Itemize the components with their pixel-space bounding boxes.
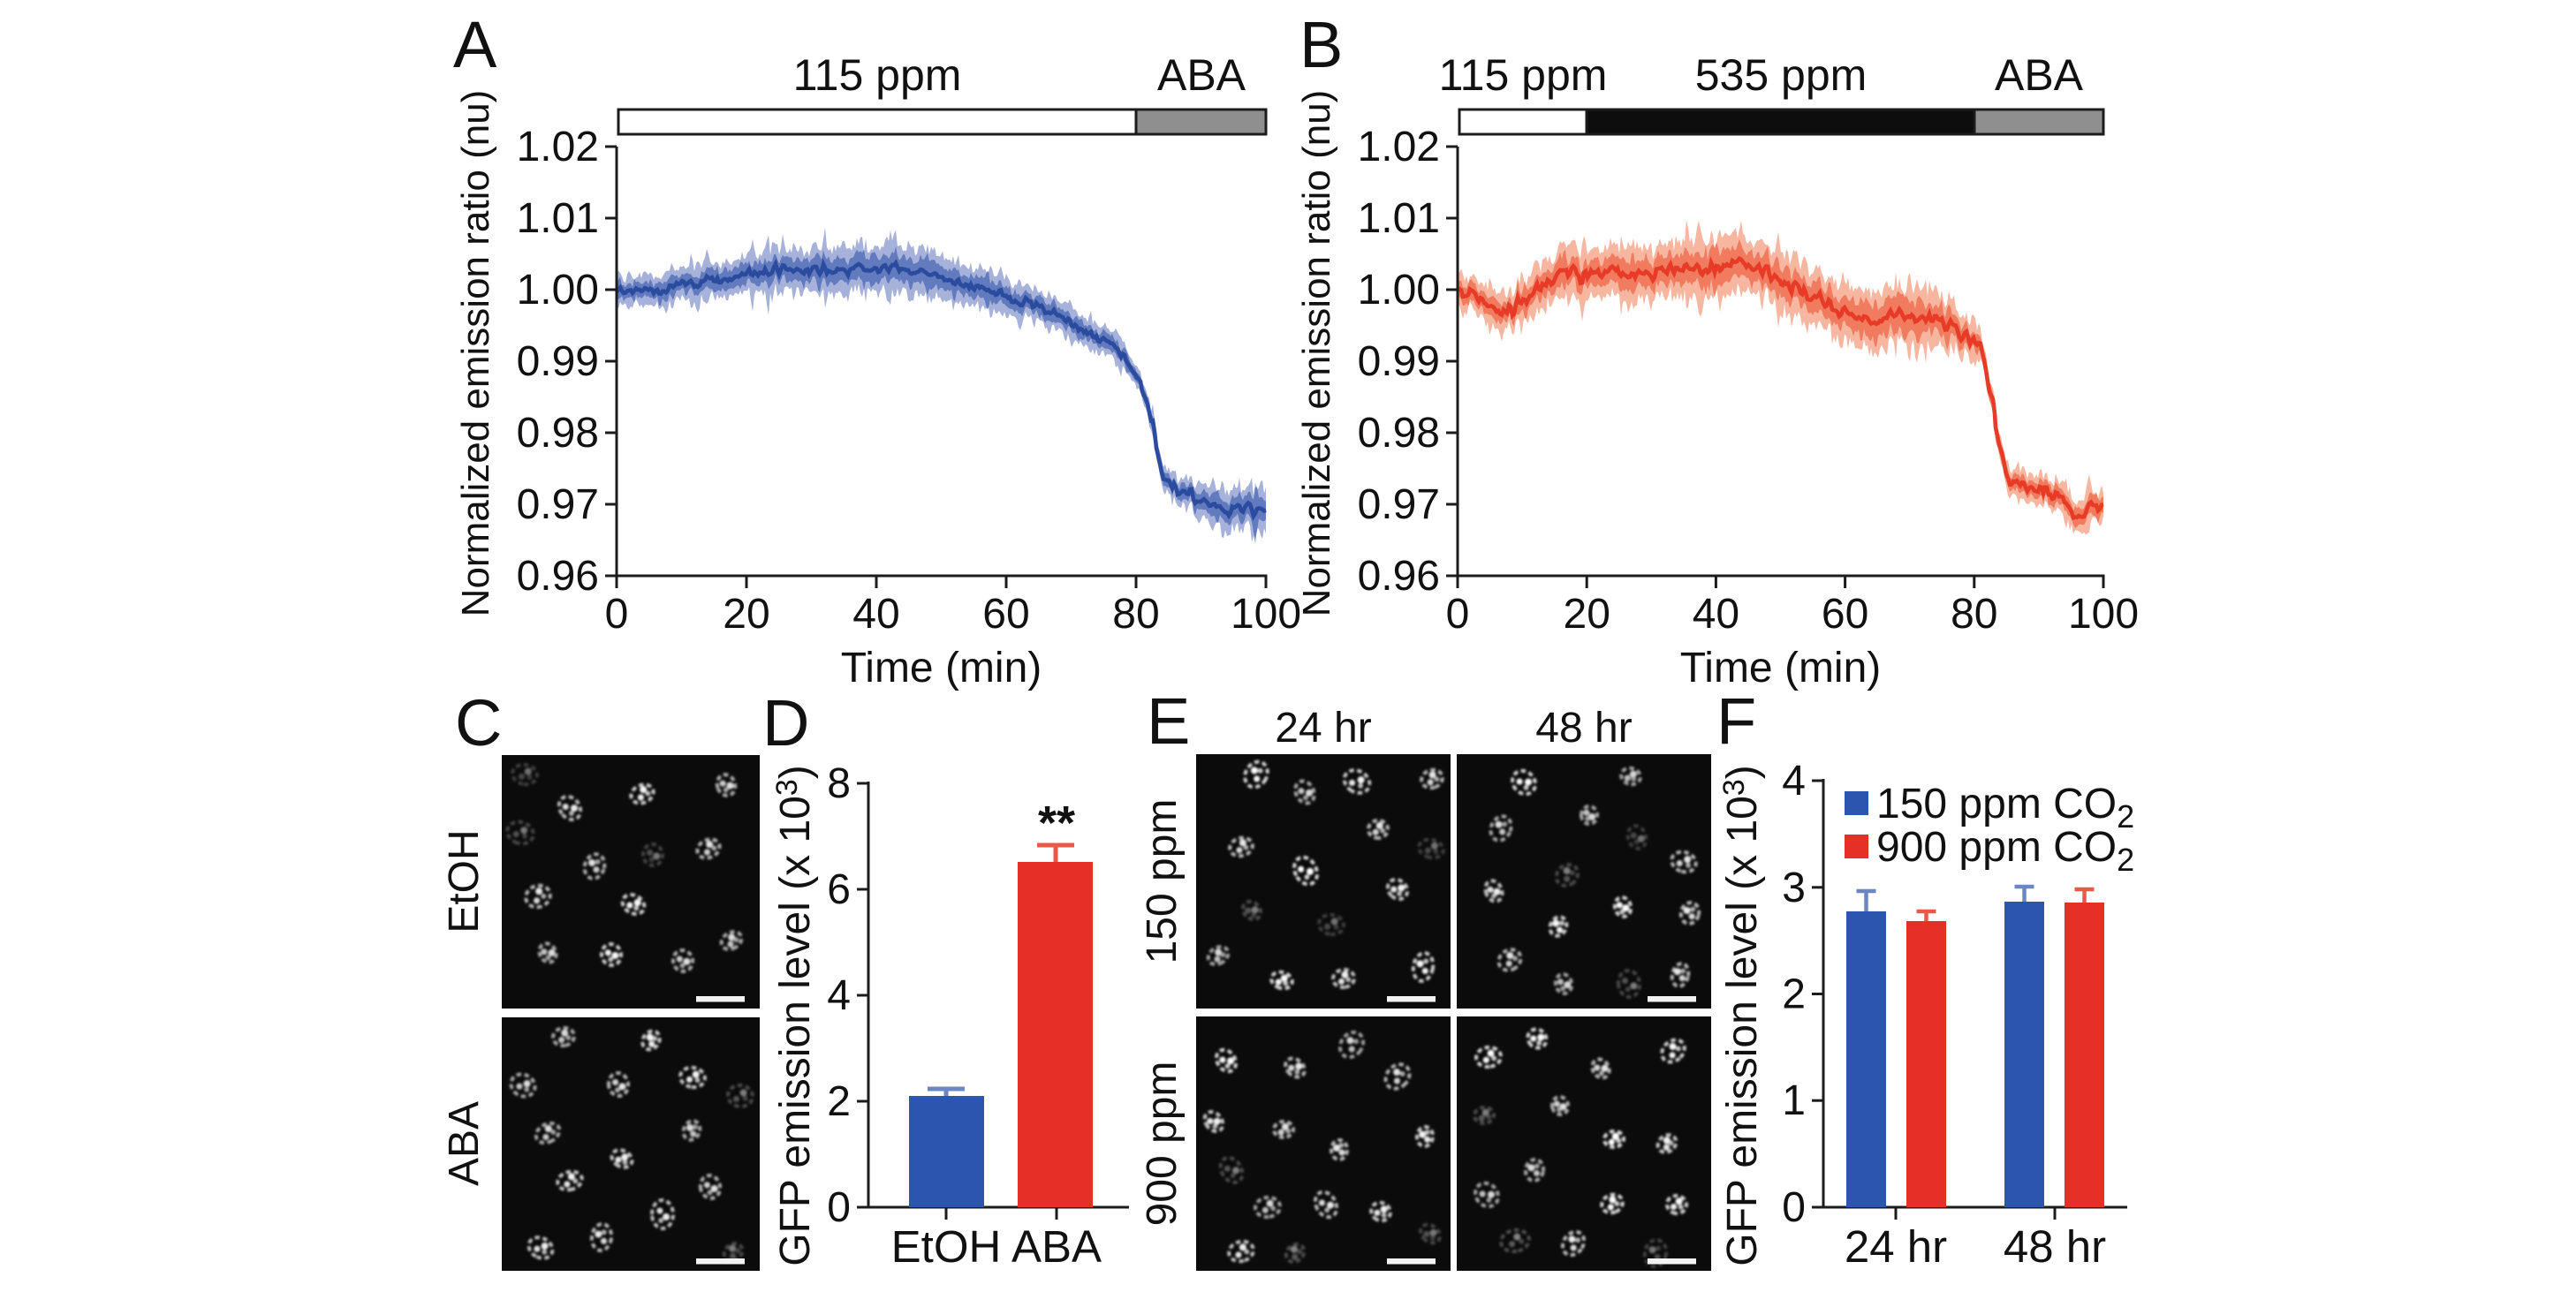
svg-text:2: 2 xyxy=(827,1078,851,1125)
svg-text:GFP emission level (x 103): GFP emission level (x 103) xyxy=(1717,765,1766,1266)
svg-text:6: 6 xyxy=(827,866,851,913)
svg-text:ABA: ABA xyxy=(1011,1221,1102,1272)
svg-text:A: A xyxy=(453,8,497,81)
svg-text:E: E xyxy=(1147,684,1190,758)
svg-text:60: 60 xyxy=(982,591,1029,638)
svg-text:40: 40 xyxy=(852,591,899,638)
svg-text:0: 0 xyxy=(1446,591,1470,638)
svg-text:2: 2 xyxy=(1782,971,1806,1018)
svg-text:20: 20 xyxy=(723,591,769,638)
svg-text:Time (min): Time (min) xyxy=(1680,645,1882,691)
svg-text:B: B xyxy=(1299,8,1343,81)
svg-text:1.02: 1.02 xyxy=(1358,124,1440,170)
svg-text:0.97: 0.97 xyxy=(1358,481,1440,528)
svg-text:0: 0 xyxy=(827,1184,851,1231)
svg-text:150 ppm CO2: 150 ppm CO2 xyxy=(1876,781,2134,835)
svg-text:24 hr: 24 hr xyxy=(1275,705,1371,752)
svg-text:Normalized emission ratio (nu: Normalized emission ratio (nu) xyxy=(454,90,497,617)
svg-text:535 ppm: 535 ppm xyxy=(1695,50,1868,100)
svg-text:115 ppm: 115 ppm xyxy=(1439,50,1608,100)
svg-text:0: 0 xyxy=(1782,1184,1806,1231)
svg-text:4: 4 xyxy=(827,972,851,1019)
svg-text:900 ppm: 900 ppm xyxy=(1139,1062,1186,1227)
svg-text:0.97: 0.97 xyxy=(517,481,599,528)
svg-text:C: C xyxy=(455,686,502,759)
svg-text:0.96: 0.96 xyxy=(1358,553,1440,600)
svg-text:ABA: ABA xyxy=(1995,50,2084,100)
svg-text:0.99: 0.99 xyxy=(517,338,599,385)
svg-text:4: 4 xyxy=(1782,758,1806,805)
svg-text:0: 0 xyxy=(605,591,629,638)
svg-text:8: 8 xyxy=(827,760,851,807)
svg-text:1: 1 xyxy=(1782,1077,1806,1124)
svg-text:GFP emission level (x 103): GFP emission level (x 103) xyxy=(770,765,819,1266)
svg-text:1.00: 1.00 xyxy=(517,267,599,314)
svg-text:40: 40 xyxy=(1693,591,1739,638)
svg-text:1.02: 1.02 xyxy=(517,124,599,170)
svg-text:Time (min): Time (min) xyxy=(841,645,1042,691)
svg-text:48 hr: 48 hr xyxy=(2004,1221,2106,1272)
svg-text:ABA: ABA xyxy=(1157,50,1246,100)
svg-text:EtOH: EtOH xyxy=(891,1221,1002,1272)
svg-text:150 ppm: 150 ppm xyxy=(1139,799,1186,964)
svg-text:1.01: 1.01 xyxy=(1358,195,1440,242)
svg-text:100: 100 xyxy=(2068,591,2139,638)
svg-text:80: 80 xyxy=(1951,591,1997,638)
svg-text:F: F xyxy=(1716,684,1756,758)
svg-text:0.98: 0.98 xyxy=(1358,410,1440,457)
svg-text:0.98: 0.98 xyxy=(517,410,599,457)
svg-text:0.96: 0.96 xyxy=(517,553,599,600)
svg-text:1.00: 1.00 xyxy=(1358,267,1440,314)
svg-text:20: 20 xyxy=(1564,591,1610,638)
svg-text:60: 60 xyxy=(1822,591,1868,638)
svg-text:100: 100 xyxy=(1231,591,1301,638)
svg-text:900 ppm CO2: 900 ppm CO2 xyxy=(1876,824,2134,878)
svg-text:EtOH: EtOH xyxy=(441,829,488,933)
svg-text:0.99: 0.99 xyxy=(1358,338,1440,385)
svg-text:48 hr: 48 hr xyxy=(1535,705,1632,752)
svg-text:80: 80 xyxy=(1112,591,1159,638)
svg-text:Normalized emission ratio (nu: Normalized emission ratio (nu) xyxy=(1295,90,1338,617)
svg-text:3: 3 xyxy=(1782,865,1806,911)
svg-text:115 ppm: 115 ppm xyxy=(793,50,962,100)
svg-text:ABA: ABA xyxy=(441,1101,488,1186)
svg-text:D: D xyxy=(762,686,809,759)
svg-text:1.01: 1.01 xyxy=(517,195,599,242)
svg-text:**: ** xyxy=(1038,797,1075,850)
svg-text:24 hr: 24 hr xyxy=(1845,1221,1947,1272)
